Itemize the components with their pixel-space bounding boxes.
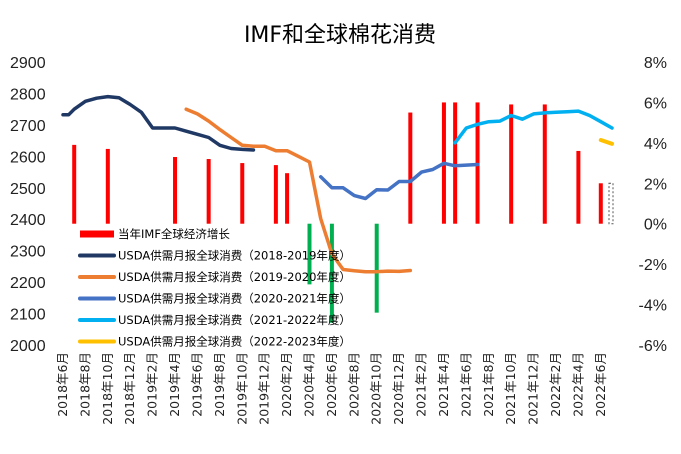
y-left-tick-label: 2700 — [10, 118, 46, 135]
x-tick-label: 2022年6月 — [593, 352, 608, 417]
y-right-tick-label: 4% — [644, 136, 667, 153]
y-left-tick-label: 2500 — [10, 181, 46, 198]
line-series-2 — [184, 107, 413, 274]
x-tick-label: 2020年4月 — [302, 352, 317, 417]
y-left-tick-label: 2900 — [10, 55, 46, 72]
bar-imf-growth — [542, 104, 547, 224]
x-tick-label: 2020年10月 — [369, 352, 384, 425]
bar-imf-growth — [72, 144, 77, 224]
bar-imf-growth — [509, 104, 514, 224]
x-tick-label: 2020年2月 — [279, 352, 294, 417]
bar-imf-growth — [307, 223, 312, 285]
x-tick-label: 2019年12月 — [257, 352, 272, 425]
x-tick-label: 2020年6月 — [324, 352, 339, 417]
legend-label: USDA供需月报全球消费（2022-2023年度） — [118, 335, 351, 349]
line-series-4 — [453, 109, 614, 145]
bar-imf-growth — [374, 223, 379, 313]
y-left-tick-label: 2000 — [10, 338, 46, 355]
x-tick-label: 2022年4月 — [570, 352, 585, 417]
line-series-5 — [598, 138, 614, 146]
x-tick-label: 2021年12月 — [526, 352, 541, 425]
x-tick-label: 2020年12月 — [391, 352, 406, 425]
y-right-tick-label: 2% — [644, 176, 667, 193]
legend-label: USDA供需月报全球消费（2020-2021年度） — [118, 292, 351, 306]
x-tick-label: 2019年2月 — [145, 352, 160, 417]
legend-label: 当年IMF全球经济增长 — [118, 227, 230, 241]
y-axis-left: 2000 2100 2200 2300 2400 2500 2600 2700 2800 2900 — [10, 55, 46, 355]
bar-imf-growth — [105, 148, 110, 224]
bar-series-imf-growth — [72, 102, 614, 323]
x-tick-label: 2021年4月 — [436, 352, 451, 417]
x-tick-label: 2019年8月 — [212, 352, 227, 417]
x-tick-label: 2018年10月 — [100, 352, 115, 425]
x-tick-label: 2018年6月 — [55, 352, 70, 417]
bar-imf-growth — [408, 112, 413, 224]
legend: 当年IMF全球经济增长 USDA供需月报全球消费（2018-2019年度） USDA… — [78, 227, 351, 349]
y-left-tick-label: 2400 — [10, 212, 46, 229]
bar-imf-growth — [453, 102, 458, 224]
x-tick-label: 2018年12月 — [122, 352, 137, 425]
y-axis-right: -6% -4% -2% 0% 2% 4% 6% 8% — [639, 55, 667, 355]
x-tick-label: 2020年8月 — [346, 352, 361, 417]
x-tick-label: 2021年6月 — [458, 352, 473, 417]
y-right-tick-label: 0% — [644, 217, 667, 234]
x-tick-label: 2019年10月 — [234, 352, 249, 425]
x-axis: 2018年6月 2018年8月 2018年10月 2018年12月 2019年2月 201… — [55, 352, 608, 425]
line-series-group — [61, 94, 614, 274]
x-tick-label: 2021年8月 — [481, 352, 496, 417]
bar-imf-growth — [206, 159, 211, 224]
bar-imf-growth — [598, 183, 603, 224]
y-right-tick-label: -4% — [639, 298, 667, 315]
y-left-tick-label: 2300 — [10, 244, 46, 261]
y-right-tick-label: 8% — [644, 55, 667, 72]
x-tick-label: 2021年2月 — [414, 352, 429, 417]
legend-label: USDA供需月报全球消费（2021-2022年度） — [118, 313, 351, 327]
x-tick-label: 2018年8月 — [77, 352, 92, 417]
x-tick-label: 2019年6月 — [189, 352, 204, 417]
y-left-tick-label: 2200 — [10, 275, 46, 292]
bar-imf-growth — [240, 163, 245, 224]
bar-imf-growth — [576, 150, 581, 224]
line-series-3 — [318, 161, 480, 201]
legend-label: USDA供需月报全球消费（2018-2019年度） — [118, 249, 351, 263]
chart-title: IMF和全球棉花消费 — [244, 23, 436, 48]
y-right-tick-label: -6% — [639, 338, 667, 355]
y-right-tick-label: -2% — [639, 257, 667, 274]
x-tick-label: 2022年2月 — [548, 352, 563, 417]
y-left-tick-label: 2100 — [10, 307, 46, 324]
x-tick-label: 2019年4月 — [167, 352, 182, 417]
x-tick-label: 2021年10月 — [503, 352, 518, 425]
y-right-tick-label: 6% — [644, 95, 667, 112]
bar-imf-growth — [173, 157, 178, 224]
bar-imf-growth — [329, 223, 334, 323]
bar-imf-growth — [273, 165, 278, 224]
y-left-tick-label: 2600 — [10, 149, 46, 166]
legend-label: USDA供需月报全球消费（2019-2020年度） — [118, 270, 351, 284]
line-series-1 — [61, 94, 256, 152]
bar-imf-growth — [285, 173, 290, 224]
y-left-tick-label: 2800 — [10, 86, 46, 103]
bar-imf-growth-forecast-outline — [608, 182, 614, 225]
